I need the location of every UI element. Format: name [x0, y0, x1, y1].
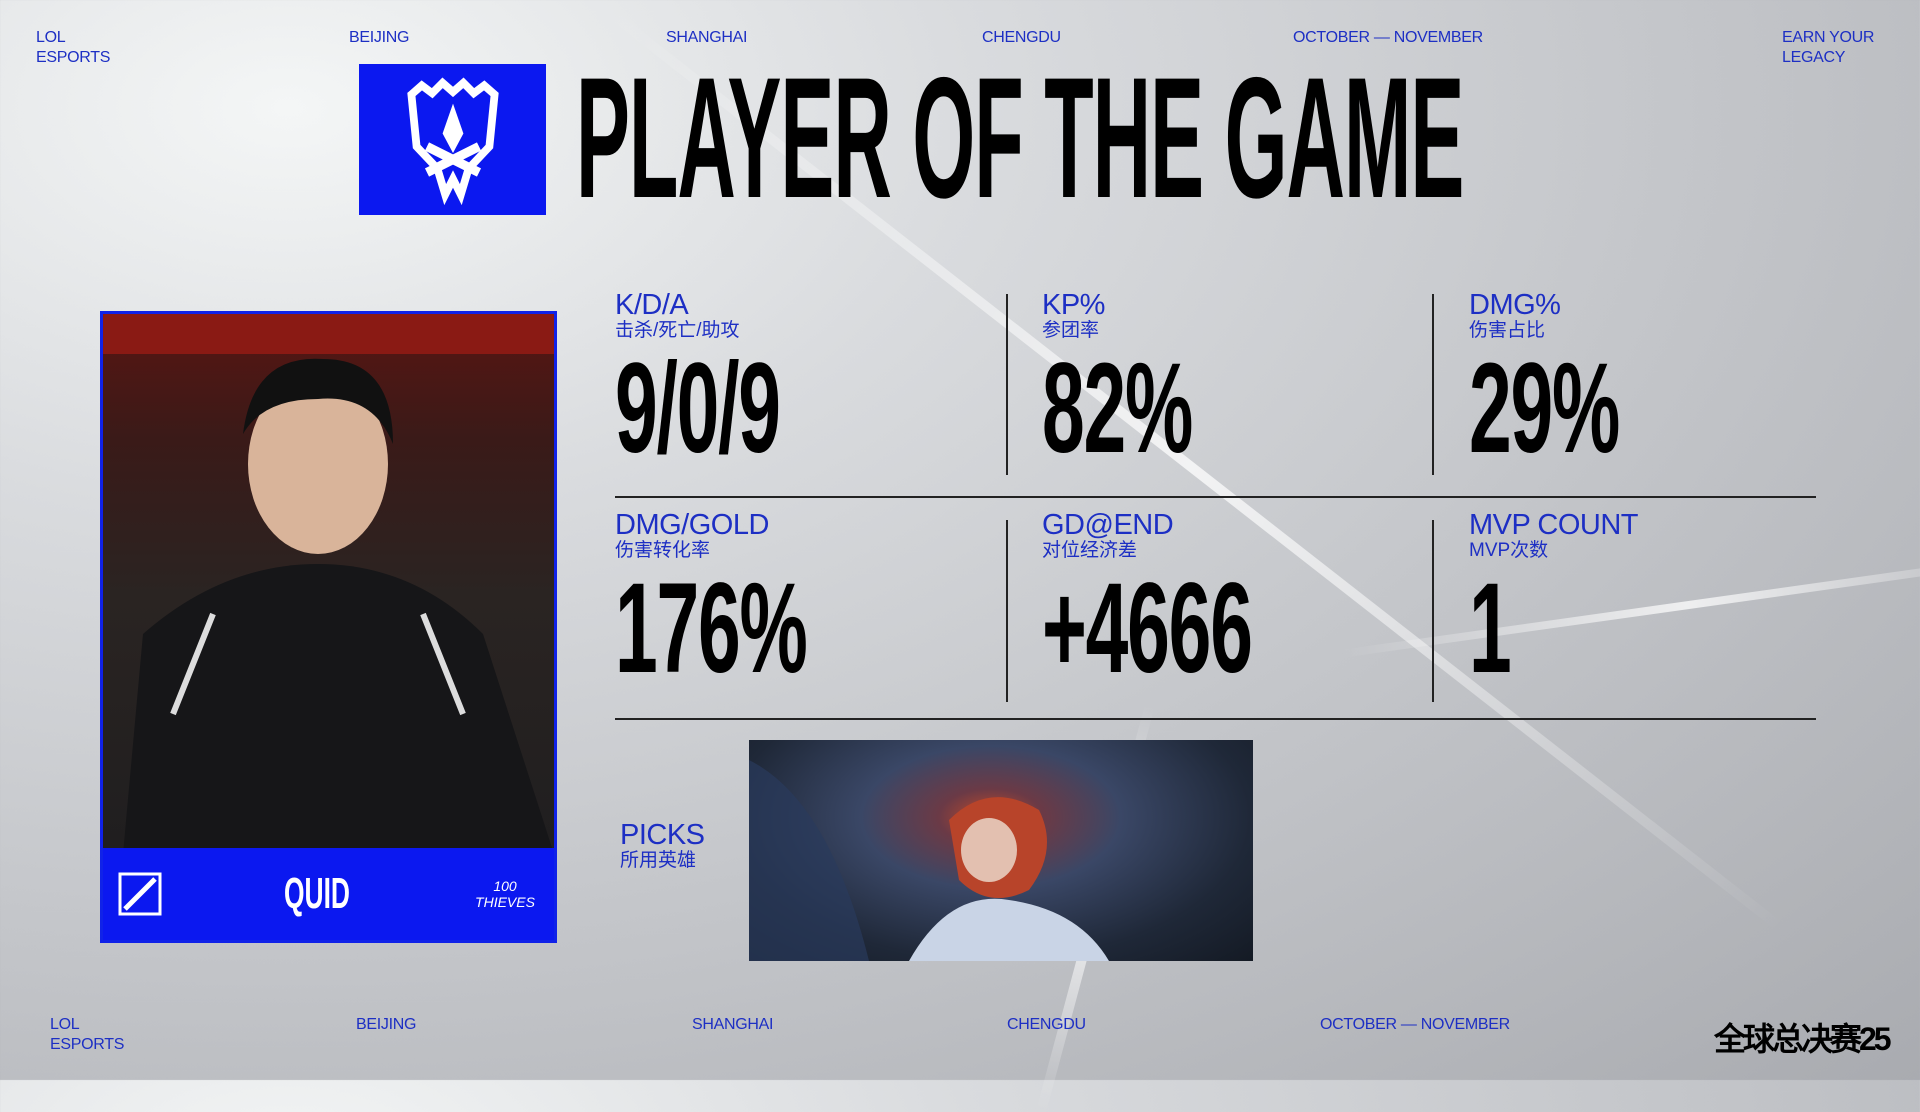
stat-sublabel: 参团率	[1042, 320, 1100, 341]
stat-value: +4666	[1042, 557, 1253, 700]
city-shanghai: SHANGHAI	[666, 29, 748, 46]
team-logo: 100 THIEVES	[475, 878, 535, 910]
esports-text: ESPORTS	[36, 49, 111, 66]
footer-lol-esports: LOL ESPORTS	[50, 1015, 124, 1055]
slogan-line2: LEGACY	[1782, 49, 1846, 66]
divider	[1432, 520, 1434, 702]
picks-label: PICKS 所用英雄	[620, 820, 705, 872]
champion-splash-image	[749, 740, 1253, 961]
lol-text: LOL	[50, 1016, 80, 1033]
stat-label: MVP COUNT	[1469, 509, 1638, 541]
slogan-label: EARN YOUR LEGACY	[1782, 28, 1874, 68]
stat-label: K/D/A	[615, 289, 689, 321]
stat-sublabel: MVP次数	[1469, 540, 1549, 561]
stat-dmg-gold: DMG/GOLD 伤害转化率 176%	[615, 509, 934, 700]
page-title: PLAYER OF THE GAME	[576, 42, 1464, 234]
role-icon	[118, 872, 162, 916]
stat-sublabel: 击杀/死亡/助攻	[615, 320, 740, 341]
divider	[1006, 520, 1008, 702]
stat-value: 176%	[615, 557, 808, 700]
player-photo	[103, 314, 554, 854]
divider	[615, 496, 1816, 498]
player-nameplate: QUID 100 THIEVES	[103, 848, 554, 940]
stat-value: 29%	[1469, 337, 1620, 480]
footer-city-beijing: BEIJING	[356, 1016, 417, 1033]
stat-value: 1	[1469, 557, 1512, 700]
stat-label: DMG/GOLD	[615, 509, 769, 541]
dates-label: OCTOBER — NOVEMBER	[1293, 29, 1483, 46]
footer-city-shanghai: SHANGHAI	[692, 1016, 774, 1033]
stat-label: DMG%	[1469, 289, 1561, 321]
city-beijing: BEIJING	[349, 29, 410, 46]
stat-sublabel: 对位经济差	[1042, 540, 1138, 561]
worlds-trophy-icon	[406, 76, 499, 205]
esports-text: ESPORTS	[50, 1036, 125, 1053]
stat-value: 82%	[1042, 337, 1193, 480]
champion-art	[749, 760, 1109, 961]
lol-text: LOL	[36, 29, 66, 46]
divider	[615, 718, 1816, 720]
picks-title: PICKS	[620, 819, 705, 851]
stat-sublabel: 伤害转化率	[615, 540, 711, 561]
city-chengdu: CHENGDU	[982, 29, 1061, 46]
stat-kp: KP% 参团率 82%	[1042, 289, 1292, 480]
player-card: QUID 100 THIEVES	[100, 311, 557, 943]
stat-kda: K/D/A 击杀/死亡/助攻 9/0/9	[615, 289, 890, 480]
worlds-logo	[359, 64, 546, 215]
divider	[1432, 294, 1434, 475]
player-name: QUID	[283, 869, 350, 918]
lol-esports-label: LOL ESPORTS	[36, 28, 110, 68]
stat-label: GD@END	[1042, 509, 1174, 541]
stat-sublabel: 伤害占比	[1469, 320, 1546, 341]
stat-value: 9/0/9	[615, 337, 781, 480]
stat-label: KP%	[1042, 289, 1105, 321]
footer-dates: OCTOBER — NOVEMBER	[1320, 1016, 1510, 1033]
divider	[1006, 294, 1008, 475]
stat-mvp-count: MVP COUNT MVP次数 1	[1469, 509, 1638, 700]
slogan-line1: EARN YOUR	[1782, 29, 1875, 46]
stat-gd-end: GD@END 对位经济差 +4666	[1042, 509, 1392, 700]
stat-dmg-pct: DMG% 伤害占比 29%	[1469, 289, 1719, 480]
footer-city-chengdu: CHENGDU	[1007, 1016, 1086, 1033]
worlds-2025-event-logo: 全球总决赛25	[1714, 1021, 1892, 1057]
picks-sublabel: 所用英雄	[620, 850, 697, 871]
